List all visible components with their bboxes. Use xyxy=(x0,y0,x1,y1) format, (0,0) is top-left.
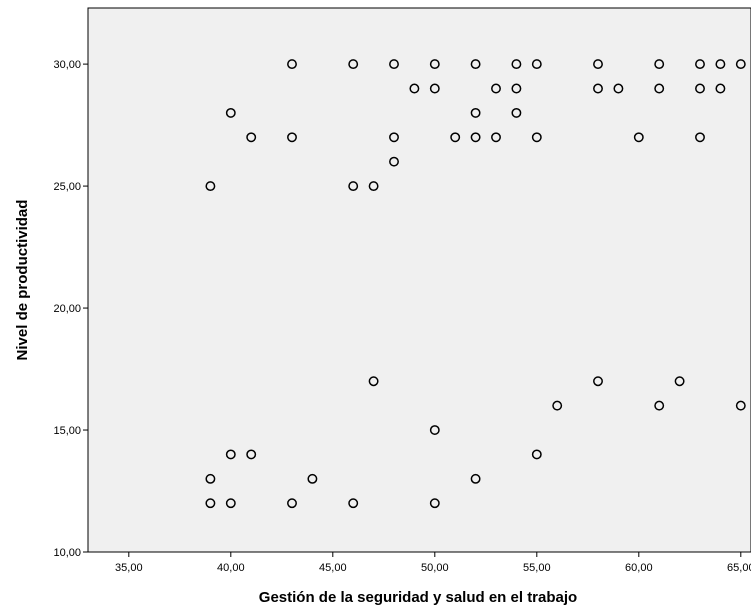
data-point xyxy=(450,132,461,143)
data-point xyxy=(695,83,705,94)
data-point xyxy=(654,83,665,94)
data-point xyxy=(470,473,481,484)
data-point xyxy=(287,498,297,509)
data-point xyxy=(654,400,665,411)
data-point xyxy=(389,132,399,143)
data-point xyxy=(511,83,522,94)
y-tick-label: 30,00 xyxy=(53,59,81,71)
data-point xyxy=(735,400,746,411)
data-point xyxy=(735,59,746,70)
data-point xyxy=(654,59,665,70)
data-point xyxy=(531,449,542,460)
x-tick-label: 50,00 xyxy=(421,562,449,574)
data-point xyxy=(429,425,440,435)
y-tick-label: 25,00 xyxy=(53,181,81,193)
data-point xyxy=(287,59,297,70)
data-point xyxy=(348,181,359,192)
data-point xyxy=(531,59,542,70)
data-point xyxy=(348,498,359,509)
data-point xyxy=(674,376,685,387)
data-point xyxy=(246,132,257,143)
data-point xyxy=(715,83,726,94)
data-point xyxy=(389,59,399,70)
data-point xyxy=(225,498,236,509)
data-point xyxy=(695,132,705,143)
data-point xyxy=(205,473,216,484)
data-point xyxy=(205,181,216,192)
data-point xyxy=(633,132,644,143)
data-point xyxy=(531,132,542,143)
data-point xyxy=(470,107,481,118)
data-point xyxy=(225,449,236,460)
x-axis-title: Gestión de la seguridad y salud en el tr… xyxy=(259,589,577,606)
data-point xyxy=(695,59,705,70)
data-point xyxy=(491,83,501,94)
data-point xyxy=(470,132,481,143)
data-point xyxy=(348,59,359,70)
data-point xyxy=(225,107,236,118)
y-axis: 10,00 15,00 20,00 25,00 30,00 xyxy=(53,59,88,559)
data-point xyxy=(205,498,216,509)
x-tick-label: 65,00 xyxy=(727,562,751,574)
data-point xyxy=(593,59,603,70)
x-tick-label: 45,00 xyxy=(319,562,347,574)
data-point xyxy=(613,83,624,94)
x-tick-label: 55,00 xyxy=(523,562,551,574)
data-point xyxy=(287,132,297,143)
data-point xyxy=(511,107,522,118)
data-point xyxy=(368,181,379,192)
data-point xyxy=(389,156,399,167)
y-axis-title: Nivel de productividad xyxy=(14,200,31,361)
data-point xyxy=(552,400,563,411)
data-point xyxy=(491,132,501,143)
data-point xyxy=(511,59,522,70)
data-points xyxy=(205,59,746,509)
x-tick-label: 35,00 xyxy=(115,562,143,574)
x-tick-label: 40,00 xyxy=(217,562,245,574)
plot-area xyxy=(87,7,751,553)
data-point xyxy=(429,498,440,509)
y-tick-label: 15,00 xyxy=(53,425,81,437)
data-point xyxy=(246,449,257,460)
x-tick-label: 60,00 xyxy=(625,562,653,574)
data-point xyxy=(715,59,726,70)
y-tick-label: 10,00 xyxy=(53,547,81,559)
x-axis: 35,00 40,00 45,00 50,00 55,00 60,00 65,00 xyxy=(115,552,751,574)
data-point xyxy=(593,376,603,387)
y-tick-label: 20,00 xyxy=(53,303,81,315)
data-point xyxy=(429,59,440,70)
data-point xyxy=(429,83,440,94)
data-point xyxy=(409,83,420,94)
data-point xyxy=(368,376,379,387)
data-point xyxy=(307,473,318,484)
data-point xyxy=(470,59,481,70)
data-point xyxy=(593,83,603,94)
